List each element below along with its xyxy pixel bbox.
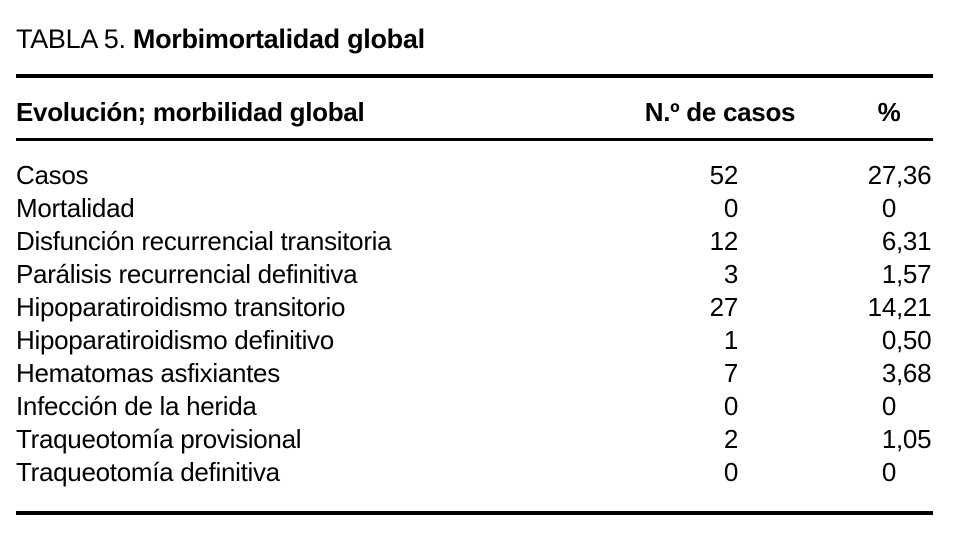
row-label: Mortalidad (16, 193, 135, 223)
percent-int: 27 (867, 160, 897, 190)
row-label: Hipoparatiroidismo transitorio (16, 292, 346, 322)
table-row: Traqueotomía definitiva 0 0 (16, 456, 933, 489)
table-row: Hipoparatiroidismo definitivo 1 0,50 (16, 324, 933, 357)
table-row: Disfunción recurrencial transitoria 12 6… (16, 225, 933, 258)
rule-top (16, 74, 933, 78)
row-cases-value: 12 (709, 226, 739, 256)
row-percent-value: 6,31 (738, 225, 933, 258)
row-percent-value: 3,68 (738, 357, 933, 390)
row-percent-value: 1,57 (738, 258, 933, 291)
row-cases-value: 52 (709, 160, 739, 190)
percent-dec: ,21 (896, 292, 932, 322)
table-container: TABLA 5. Morbimortalidad global Evolució… (16, 24, 933, 515)
table-row: Hipoparatiroidismo transitorio 27 14,21 (16, 291, 933, 324)
percent-int: 1 (881, 424, 896, 454)
table-row: Casos 52 27,36 (16, 159, 933, 192)
table-row: Hematomas asfixiantes 7 3,68 (16, 357, 933, 390)
row-label: Infección de la herida (16, 391, 257, 421)
table-row: Parálisis recurrencial definitiva 3 1,57 (16, 258, 933, 291)
table-title-prefix: TABLA 5. (16, 24, 126, 54)
header-percent: % (877, 97, 901, 127)
percent-dec: ,50 (896, 325, 932, 355)
header-cases: N.º de casos (644, 97, 796, 127)
percent-int: 0 (881, 325, 896, 355)
row-label: Hematomas asfixiantes (16, 358, 280, 388)
percent-int: 6 (881, 226, 896, 256)
rule-bottom (16, 511, 933, 515)
row-cases-value: 0 (723, 457, 738, 487)
table-title: TABLA 5. Morbimortalidad global (16, 24, 933, 54)
percent-dec: ,05 (896, 424, 932, 454)
row-label: Hipoparatiroidismo definitivo (16, 325, 334, 355)
row-label: Traqueotomía provisional (16, 424, 302, 454)
row-cases-value: 1 (723, 325, 738, 355)
row-cases-value: 7 (723, 358, 738, 388)
row-percent-value: 14,21 (738, 291, 933, 324)
percent-int: 1 (881, 259, 896, 289)
row-percent-value: 0 (738, 456, 933, 489)
percent-int: 3 (881, 358, 896, 388)
row-cases-value: 2 (723, 424, 738, 454)
page: TABLA 5. Morbimortalidad global Evolució… (16, 24, 933, 515)
percent-int: 0 (881, 193, 896, 223)
percent-dec: ,57 (896, 259, 932, 289)
table-row: Infección de la herida 0 0 (16, 390, 933, 423)
table-row: Mortalidad 0 0 (16, 192, 933, 225)
percent-dec: ,31 (896, 226, 932, 256)
row-cases-value: 0 (723, 193, 738, 223)
table-title-text: Morbimortalidad global (132, 24, 425, 54)
percent-int: 14 (867, 292, 897, 322)
percent-dec (896, 192, 933, 225)
percent-int: 0 (881, 391, 896, 421)
table-row: Traqueotomía provisional 2 1,05 (16, 423, 933, 456)
row-percent-value: 0 (738, 390, 933, 423)
row-cases-value: 3 (723, 259, 738, 289)
row-cases-value: 27 (709, 292, 739, 322)
row-percent-value: 27,36 (738, 159, 933, 192)
row-percent-value: 0 (738, 192, 933, 225)
row-label: Parálisis recurrencial definitiva (16, 259, 358, 289)
percent-dec (896, 456, 933, 489)
row-label: Traqueotomía definitiva (16, 457, 280, 487)
percent-int: 0 (881, 457, 896, 487)
table-header-row: Evolución; morbilidad global N.º de caso… (16, 78, 933, 138)
percent-dec: ,68 (896, 358, 932, 388)
rule-middle (16, 138, 933, 141)
row-percent-value: 1,05 (738, 423, 933, 456)
row-cases-value: 0 (723, 391, 738, 421)
row-label: Disfunción recurrencial transitoria (16, 226, 392, 256)
header-evolution: Evolución; morbilidad global (16, 97, 365, 127)
row-percent-value: 0,50 (738, 324, 933, 357)
row-label: Casos (16, 160, 89, 190)
table-body: Casos 52 27,36 Mortalidad 0 0 Disfunción… (16, 141, 933, 511)
percent-dec: ,36 (896, 160, 932, 190)
percent-dec (896, 390, 933, 423)
